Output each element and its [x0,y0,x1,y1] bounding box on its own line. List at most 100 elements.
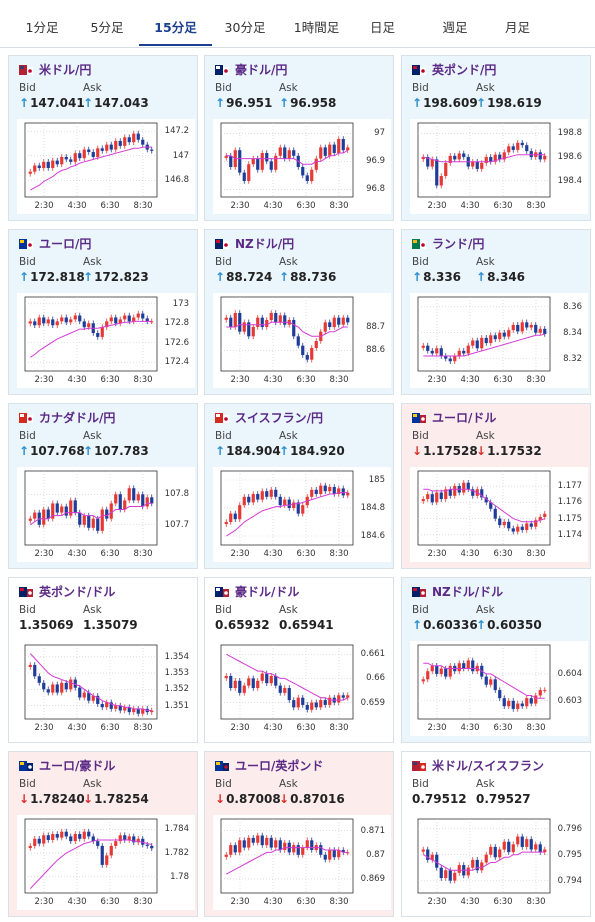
pair-name[interactable]: スイスフラン/円 [235,411,324,425]
rate-card[interactable]: 豪ドル/円 Bid Ask ↑96.951 ↑96.958 97 96.9 96.8 2:30 4… [204,55,394,221]
candle-body [28,171,32,174]
pair-name[interactable]: ユーロ/ドル [432,411,497,425]
rate-card[interactable]: 英ポンド/ドル Bid Ask 1.35069 1.35079 1.354 1.353 1.3… [8,577,198,743]
moving-average-line [30,320,152,358]
candle-body [314,702,318,708]
price-chart[interactable]: 0.604 0.603 2:30 4:30 6:30 8:30 [410,641,588,736]
candle-body [337,317,341,325]
price-chart[interactable]: 1.177 1.176 1.175 1.174 2:30 4:30 6:30 8:30 [410,467,588,562]
pair-name[interactable]: NZドル/円 [235,237,295,251]
candle-body [453,155,457,160]
pair-name[interactable]: NZドル/ドル [432,585,504,599]
pair-name[interactable]: 米ドル/円 [39,63,92,77]
rate-card[interactable]: ユーロ/英ポンド Bid Ask ↓0.87008 ↓0.87016 0.871 0.87 0… [204,751,394,917]
candle-body [457,865,461,873]
price-chart[interactable]: 147.2 147 146.8 2:30 4:30 6:30 8:30 [17,119,195,214]
candle-body [238,505,242,520]
candlestick-svg [220,470,354,546]
ask-label: Ask [279,82,298,94]
pair-name[interactable]: 豪ドル/円 [235,63,288,77]
pair-name[interactable]: ユーロ/円 [39,237,92,251]
price-chart[interactable]: 0.871 0.87 0.869 2:30 4:30 6:30 8:30 [213,815,391,910]
candle-body [60,156,64,165]
tab-1[interactable]: 5分足 [90,20,124,35]
candle-body [242,496,246,506]
tab-7[interactable]: 月足 [504,20,530,35]
tab-4[interactable]: 1時間足 [293,20,340,35]
tab-3[interactable]: 30分足 [224,20,266,35]
candle-body [305,175,309,181]
rate-card[interactable]: NZドル/円 Bid Ask ↑88.724 ↑88.736 88.7 88.6 2:30 4:… [204,229,394,395]
price-chart[interactable]: 0.661 0.66 0.659 2:30 4:30 6:30 8:30 [213,641,391,736]
rate-card[interactable]: ユーロ/豪ドル Bid Ask ↓1.78240 ↓1.78254 1.784 1.782 1… [8,751,198,917]
price-chart[interactable]: 1.784 1.782 1.78 2:30 4:30 6:30 8:30 [17,815,195,910]
price-chart[interactable]: 1.354 1.353 1.352 1.351 2:30 4:30 6:30 8:30 [17,641,195,736]
candle-body [114,705,118,709]
rate-card[interactable]: スイスフラン/円 Bid Ask ↑184.904 ↑184.920 185 184.8 18… [204,403,394,569]
au-jp-flag-icon [215,65,229,75]
tab-0[interactable]: 1分足 [25,20,59,35]
candle-body [141,313,145,319]
candle-body [64,506,68,516]
rate-card[interactable]: 英ポンド/円 Bid Ask ↑198.609 ↑198.619 198.8 198.6 19… [401,55,591,221]
rate-card[interactable]: ユーロ/円 Bid Ask ↑172.818 ↑172.823 173 172.8 172.6… [8,229,198,395]
tab-2[interactable]: 15分足 [139,0,212,46]
ask-label: Ask [83,82,102,94]
rate-card[interactable]: カナダドル/円 Bid Ask ↑107.768 ↑107.783 107.8 107.7 2… [8,403,198,569]
candle-body [475,340,479,349]
price-chart[interactable]: 97 96.9 96.8 2:30 4:30 6:30 8:30 [213,119,391,214]
y-tick-label: 8.36 [563,301,582,312]
pair-name[interactable]: カナダドル/円 [39,411,116,425]
pair-name[interactable]: 英ポンド/ドル [39,585,116,599]
price-chart[interactable]: 88.7 88.6 2:30 4:30 6:30 8:30 [213,293,391,388]
bid-label: Bid [412,604,429,616]
bid-price: 1.35069 [19,618,74,632]
tab-6[interactable]: 週足 [442,20,468,35]
y-tick-label: 184.6 [360,531,385,541]
candle-body [462,153,466,158]
pair-name[interactable]: 米ドル/スイスフラン [432,759,545,773]
rate-card[interactable]: ユーロ/ドル Bid Ask ↓1.17528 ↓1.17532 1.177 1.176 1.… [401,403,591,569]
candle-body [42,682,46,690]
price-chart[interactable]: 107.8 107.7 2:30 4:30 6:30 8:30 [17,467,195,562]
candle-body [132,708,136,713]
bid-value: ↑184.904 [215,444,281,458]
tab-5[interactable]: 日足 [369,20,395,35]
pair-name[interactable]: ユーロ/豪ドル [39,759,116,773]
rate-card[interactable]: 米ドル/スイスフラン Bid Ask 0.79512 0.79527 0.796 0.795… [401,751,591,917]
ask-value: 0.65941 [279,618,334,632]
candle-body [127,488,131,501]
pair-name[interactable]: ランド/円 [432,237,485,251]
candle-body [292,845,296,853]
pair-name[interactable]: 豪ドル/ドル [235,585,300,599]
price-chart[interactable]: 8.36 8.34 8.32 2:30 4:30 6:30 8:30 [410,293,588,388]
rate-card[interactable]: 豪ドル/ドル Bid Ask 0.65932 0.65941 0.661 0.66 0.659… [204,577,394,743]
up-arrow-icon: ↑ [19,270,30,284]
candle-body [328,322,332,327]
y-tick-label: 0.661 [360,649,385,660]
y-tick-label: 97 [374,128,385,139]
price-chart[interactable]: 185 184.8 184.6 2:30 4:30 6:30 8:30 [213,467,391,562]
y-tick-label: 147.2 [164,126,189,137]
candle-body [82,149,86,159]
candle-body [260,153,264,170]
rate-card[interactable]: 米ドル/円 Bid Ask ↑147.041 ↑147.043 147.2 147 146.8… [8,55,198,221]
rate-card[interactable]: NZドル/ドル Bid Ask ↑0.60336 ↑0.60350 0.604 0.603 2… [401,577,591,743]
price-chart[interactable]: 0.796 0.795 0.794 2:30 4:30 6:30 8:30 [410,815,588,910]
candle-body [145,497,149,507]
price-chart[interactable]: 173 172.8 172.6 172.4 2:30 4:30 6:30 8:30 [17,293,195,388]
bid-value: ↑107.768 [19,444,85,458]
x-tick-label: 2:30 [230,375,250,385]
x-tick-label: 6:30 [493,723,513,733]
y-tick-label: 198.6 [557,152,582,163]
ask-label: Ask [279,430,298,442]
candle-body [346,695,350,698]
pair-name[interactable]: 英ポンド/円 [432,63,497,77]
candle-body [37,676,41,683]
price-chart[interactable]: 198.8 198.6 198.4 2:30 4:30 6:30 8:30 [410,119,588,214]
candle-body [274,489,278,497]
bid-label: Bid [412,82,429,94]
candle-body [511,146,515,150]
pair-name[interactable]: ユーロ/英ポンド [235,759,324,773]
rate-card[interactable]: ランド/円 Bid Ask ↑8.336 ↑8.346 8.36 8.34 8.32 2:30 4… [401,229,591,395]
